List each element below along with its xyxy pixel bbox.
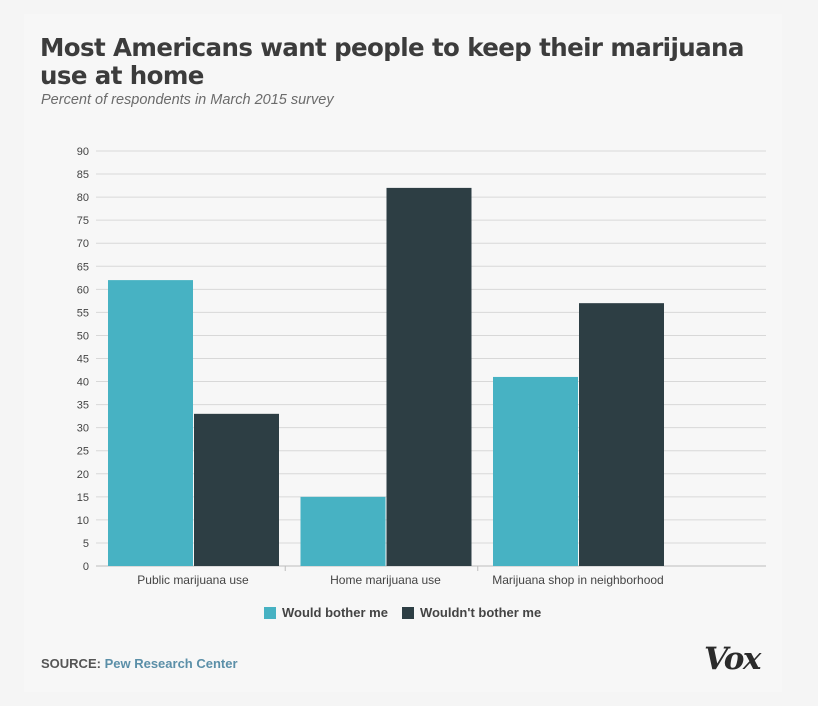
legend-swatch-wouldnt-bother [401, 606, 414, 619]
chart-card: Most Americans want people to keep their… [24, 14, 782, 692]
y-tick-label: 90 [77, 146, 89, 158]
source-label: SOURCE: [41, 656, 101, 671]
legend-swatch-would-bother [264, 606, 276, 619]
bar-chart: 0 5 10 15 20 25 30 35 40 45 50 55 60 65 70 75 80 85 90 Publ… [77, 146, 766, 587]
y-tick-label: 50 [77, 330, 89, 342]
source-note: SOURCE: Pew Research Center [41, 656, 238, 671]
x-tick-label: Public marijuana use [137, 573, 249, 587]
y-tick-label: 5 [83, 538, 89, 550]
y-tick-label: 65 [77, 261, 89, 273]
legend-label-would-bother: Would bother me [282, 605, 388, 620]
chart-subtitle: Percent of respondents in March 2015 sur… [41, 92, 334, 108]
vox-logo: Vox [704, 641, 761, 677]
y-tick-label: 20 [77, 469, 89, 481]
y-tick-label: 30 [77, 423, 89, 435]
bar-wouldnt-bother [579, 303, 664, 566]
bar-would-bother [300, 496, 386, 566]
y-tick-label: 55 [77, 307, 89, 319]
y-tick-label: 45 [77, 354, 89, 366]
y-tick-label: 80 [77, 192, 89, 204]
chart-title: Most Americans want people to keep their… [40, 33, 744, 90]
bar-would-bother [108, 280, 193, 566]
legend-item-wouldnt-bother: Wouldn't bother me [401, 605, 542, 620]
legend-item-would-bother: Would bother me [264, 605, 388, 620]
y-tick-label: 60 [77, 284, 89, 296]
source-name: Pew Research Center [104, 656, 238, 671]
y-tick-label: 25 [77, 446, 89, 458]
bar-wouldnt-bother [194, 413, 279, 566]
y-tick-label: 70 [77, 238, 89, 250]
bar-would-bother [493, 376, 578, 566]
y-tick-label: 10 [77, 515, 89, 527]
y-tick-label: 0 [83, 561, 89, 573]
y-tick-label: 85 [77, 169, 89, 181]
x-tick-label: Marijuana shop in neighborhood [492, 573, 663, 587]
y-tick-label: 40 [77, 377, 89, 389]
bar-wouldnt-bother [386, 187, 472, 566]
x-tick-label: Home marijuana use [330, 573, 441, 587]
y-tick-label: 75 [77, 215, 89, 227]
chart-legend: Would bother me Wouldn't bother me [264, 605, 555, 620]
y-tick-label: 35 [77, 400, 89, 412]
y-tick-label: 15 [77, 492, 89, 504]
legend-label-wouldnt-bother: Wouldn't bother me [419, 605, 542, 620]
